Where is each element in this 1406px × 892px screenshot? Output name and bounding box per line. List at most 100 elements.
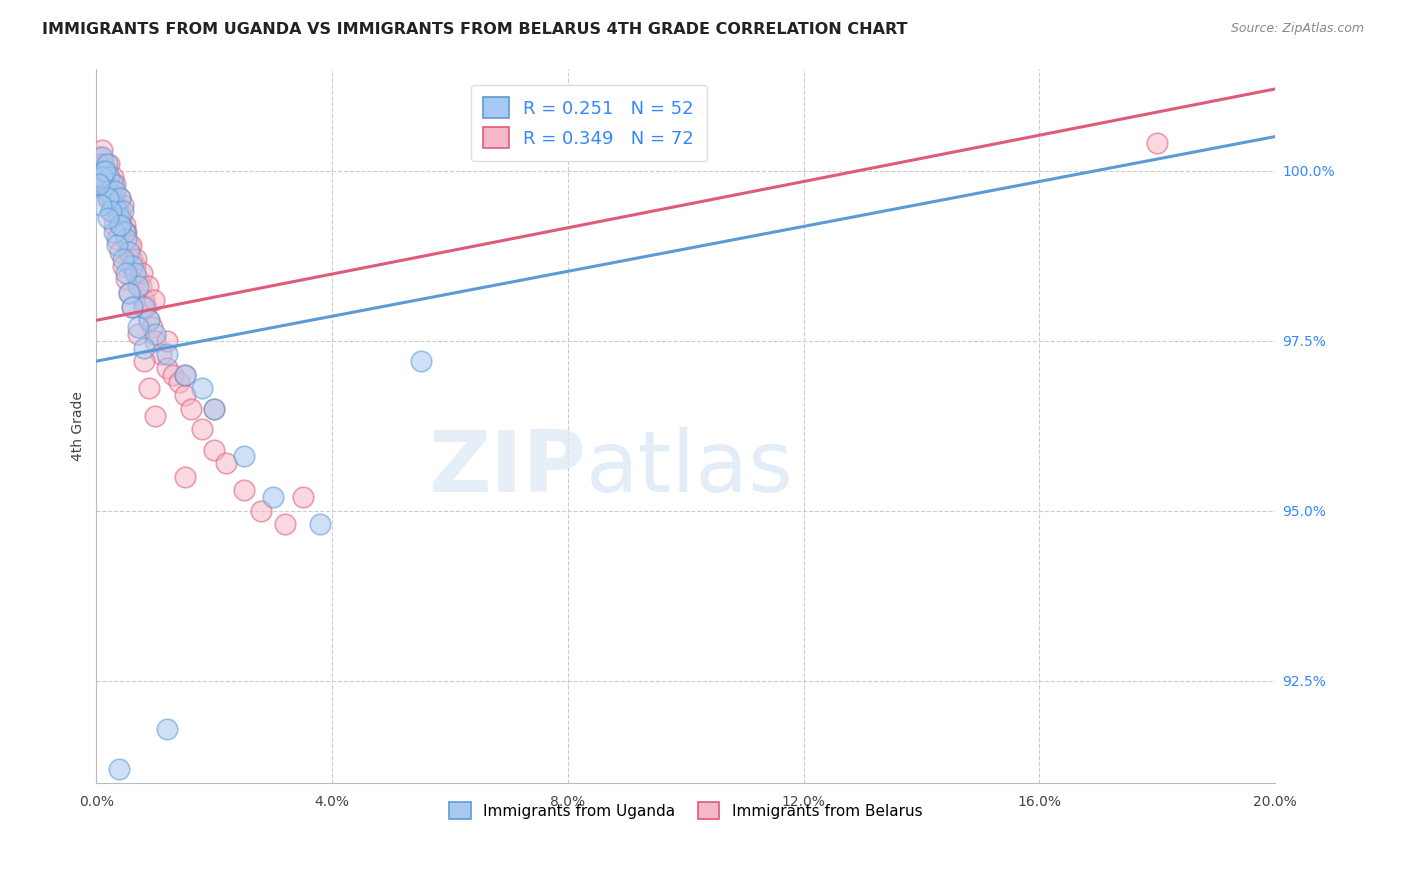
Point bbox=[291, 490, 314, 504]
Point bbox=[91, 143, 114, 157]
Point bbox=[132, 341, 155, 355]
Point bbox=[94, 178, 117, 192]
Point bbox=[118, 245, 141, 260]
Point bbox=[105, 197, 128, 211]
Point bbox=[143, 409, 166, 423]
Point bbox=[97, 211, 120, 226]
Point bbox=[90, 170, 112, 185]
Point bbox=[108, 191, 131, 205]
Point bbox=[90, 170, 112, 185]
Point bbox=[97, 184, 120, 198]
Point bbox=[108, 218, 131, 232]
Point bbox=[156, 360, 179, 375]
Point bbox=[96, 184, 118, 198]
Point bbox=[96, 157, 118, 171]
Point bbox=[191, 381, 214, 395]
Point bbox=[232, 450, 254, 464]
Point bbox=[127, 320, 149, 334]
Point bbox=[124, 266, 146, 280]
Y-axis label: 4th Grade: 4th Grade bbox=[72, 391, 86, 460]
Point bbox=[89, 178, 111, 192]
Point bbox=[103, 225, 125, 239]
Point bbox=[180, 401, 202, 416]
Point bbox=[127, 279, 149, 293]
Point bbox=[167, 375, 190, 389]
Point bbox=[114, 232, 136, 246]
Point bbox=[173, 368, 195, 382]
Point bbox=[132, 293, 155, 307]
Point bbox=[97, 191, 120, 205]
Point bbox=[98, 157, 121, 171]
Point bbox=[101, 170, 124, 185]
Point bbox=[150, 347, 173, 361]
Point bbox=[121, 300, 143, 314]
Point bbox=[162, 368, 184, 382]
Point bbox=[136, 279, 159, 293]
Point bbox=[138, 313, 160, 327]
Point bbox=[104, 184, 127, 198]
Point bbox=[309, 517, 332, 532]
Point bbox=[90, 163, 112, 178]
Point bbox=[100, 204, 122, 219]
Point bbox=[118, 238, 141, 252]
Point bbox=[97, 191, 120, 205]
Point bbox=[1146, 136, 1168, 151]
Point bbox=[101, 178, 124, 192]
Point bbox=[97, 178, 120, 192]
Point bbox=[110, 211, 132, 226]
Point bbox=[131, 266, 153, 280]
Point bbox=[143, 326, 166, 341]
Point bbox=[143, 334, 166, 348]
Point bbox=[121, 252, 143, 266]
Text: atlas: atlas bbox=[585, 427, 793, 510]
Point bbox=[114, 266, 136, 280]
Point bbox=[89, 157, 111, 171]
Point bbox=[98, 170, 121, 185]
Point bbox=[127, 326, 149, 341]
Point bbox=[107, 204, 129, 219]
Point bbox=[90, 197, 112, 211]
Point bbox=[135, 300, 157, 314]
Point bbox=[143, 293, 166, 307]
Point bbox=[173, 368, 195, 382]
Point bbox=[111, 259, 134, 273]
Point bbox=[107, 211, 129, 226]
Point bbox=[103, 218, 125, 232]
Point bbox=[114, 218, 136, 232]
Point bbox=[120, 238, 142, 252]
Point bbox=[173, 470, 195, 484]
Point bbox=[232, 483, 254, 498]
Point bbox=[107, 211, 129, 226]
Point bbox=[156, 722, 179, 736]
Point bbox=[103, 191, 125, 205]
Point bbox=[202, 442, 225, 457]
Point bbox=[89, 150, 111, 164]
Point bbox=[104, 178, 127, 192]
Point bbox=[100, 184, 122, 198]
Text: Source: ZipAtlas.com: Source: ZipAtlas.com bbox=[1230, 22, 1364, 36]
Point bbox=[191, 422, 214, 436]
Point bbox=[132, 300, 155, 314]
Point bbox=[156, 334, 179, 348]
Point bbox=[111, 252, 134, 266]
Point bbox=[101, 197, 124, 211]
Point bbox=[118, 286, 141, 301]
Point bbox=[215, 456, 238, 470]
Point bbox=[103, 197, 125, 211]
Point bbox=[121, 300, 143, 314]
Point bbox=[138, 313, 160, 327]
Point bbox=[141, 320, 163, 334]
Point bbox=[409, 354, 432, 368]
Point bbox=[105, 232, 128, 246]
Point bbox=[125, 252, 148, 266]
Point bbox=[114, 272, 136, 286]
Legend: Immigrants from Uganda, Immigrants from Belarus: Immigrants from Uganda, Immigrants from … bbox=[443, 796, 928, 825]
Point bbox=[118, 286, 141, 301]
Point bbox=[94, 178, 117, 192]
Point bbox=[100, 204, 122, 219]
Point bbox=[262, 490, 284, 504]
Point bbox=[91, 163, 114, 178]
Point bbox=[124, 259, 146, 273]
Point bbox=[96, 163, 118, 178]
Point bbox=[129, 279, 152, 293]
